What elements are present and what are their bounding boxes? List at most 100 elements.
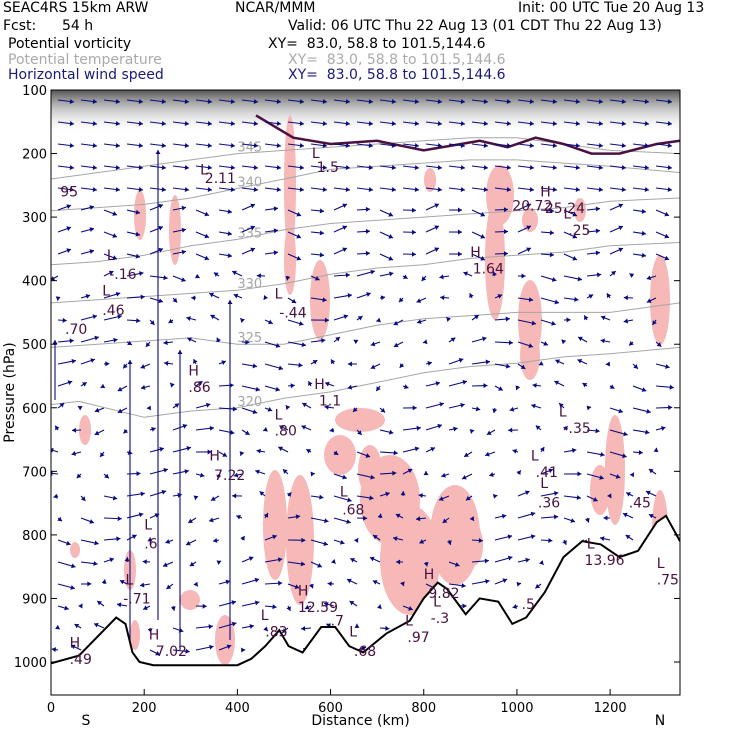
wind-arrowhead (142, 559, 147, 565)
wind-arrowhead (267, 406, 273, 412)
wind-arrowhead (138, 165, 143, 170)
pv-extremum-label: H (149, 627, 160, 643)
wind-arrowhead (352, 407, 358, 412)
wind-arrowhead (570, 518, 576, 523)
wind-arrowhead (136, 471, 141, 477)
wind-vector (51, 449, 59, 453)
wind-arrowhead (621, 99, 626, 104)
wind-arrowhead (416, 425, 421, 431)
wind-arrowhead (254, 577, 260, 583)
wind-arrowhead (549, 230, 554, 236)
pv-positive-region (134, 190, 146, 240)
pv-extremum-label: -.71 (123, 592, 150, 608)
wind-arrowhead (529, 143, 534, 148)
wind-arrowhead (528, 343, 533, 348)
wind-arrowhead (69, 187, 74, 192)
wind-arrowhead (62, 317, 67, 323)
wind-arrowhead (598, 121, 603, 126)
wind-arrowhead (276, 121, 281, 126)
wind-arrowhead (77, 406, 83, 411)
pv-extremum-label: .83 (265, 625, 287, 641)
wind-arrowhead (549, 252, 554, 258)
wind-arrowhead (526, 247, 531, 252)
wind-arrowhead (71, 563, 76, 569)
wind-arrowhead (434, 225, 439, 230)
wind-arrowhead (89, 249, 94, 254)
wind-arrowhead (115, 143, 120, 148)
wind-arrowhead (530, 534, 536, 540)
theta-contour-label: 325 (237, 331, 262, 346)
pv-extremum-label: 95 (60, 185, 78, 201)
wind-arrowhead (248, 556, 254, 561)
wind-arrowhead (299, 121, 304, 126)
wind-arrowhead (598, 165, 603, 170)
wind-arrowhead (227, 209, 232, 215)
wind-arrowhead (326, 623, 332, 628)
wind-arrowhead (572, 211, 577, 217)
wind-arrowhead (365, 250, 370, 256)
wind-arrowhead (259, 491, 265, 496)
pv-extremum-label: 7.22 (214, 468, 245, 484)
wind-arrowhead (629, 341, 634, 346)
wind-arrowhead (146, 405, 151, 411)
wind-arrowhead (345, 143, 350, 148)
wind-arrowhead (392, 470, 397, 476)
pv-extremum-label: 1.64 (473, 262, 504, 278)
wind-arrowhead (412, 405, 417, 411)
wind-arrowhead (194, 273, 200, 279)
wind-arrowhead (575, 143, 580, 148)
pv-extremum-label: 1.5 (317, 160, 339, 176)
wind-arrowhead (187, 337, 192, 342)
pv-positive-region (605, 415, 625, 525)
wind-arrowhead (277, 557, 283, 563)
wind-arrowhead (423, 562, 429, 567)
wind-arrowhead (177, 350, 183, 354)
wind-arrowhead (529, 99, 534, 104)
wind-arrowhead (145, 342, 151, 347)
wind-arrowhead (393, 342, 399, 348)
wind-arrowhead (621, 165, 626, 170)
wind-arrowhead (357, 430, 362, 435)
pv-positive-region (574, 198, 586, 222)
wind-arrowhead (667, 143, 672, 148)
wind-arrowhead (572, 233, 577, 239)
wind-arrowhead (310, 471, 315, 477)
wind-arrowhead (312, 360, 318, 365)
wind-arrowhead (94, 540, 99, 546)
wind-arrowhead (552, 99, 557, 104)
wind-arrowhead (168, 318, 174, 324)
wind-arrowhead (437, 423, 442, 429)
wind-arrowhead (551, 320, 556, 326)
wind-arrowhead (78, 603, 83, 609)
section-start-label: S (82, 713, 91, 729)
wind-arrowhead (230, 165, 235, 170)
wind-arrowhead (480, 256, 485, 261)
wind-arrowhead (535, 425, 541, 431)
pv-extremum-label: .25 (568, 223, 590, 239)
wind-arrowhead (327, 581, 332, 587)
wind-arrowhead (414, 143, 419, 148)
wind-arrowhead (538, 361, 544, 366)
pv-extremum-label: H (188, 363, 199, 379)
wind-arrowhead (115, 99, 120, 104)
wind-arrowhead (623, 431, 628, 437)
wind-arrowhead (595, 228, 600, 234)
wind-arrowhead (138, 512, 144, 518)
wind-arrowhead (370, 364, 376, 370)
wind-arrowhead (324, 317, 329, 323)
wind-arrowhead (353, 339, 359, 345)
wind-arrowhead (368, 187, 373, 192)
wind-arrowhead (163, 467, 168, 473)
wind-arrowhead (66, 204, 71, 209)
wind-arrowhead (592, 497, 598, 502)
pv-extremum-label: .36 (538, 495, 560, 511)
wind-arrowhead (393, 320, 399, 326)
wind-arrowhead (184, 187, 189, 192)
wind-arrowhead (648, 513, 654, 519)
wind-arrowhead (76, 473, 82, 479)
wind-arrowhead (115, 165, 120, 170)
wind-arrowhead (483, 121, 488, 126)
wind-arrowhead (419, 539, 425, 544)
wind-arrowhead (301, 425, 307, 430)
wind-arrowhead (369, 495, 374, 501)
